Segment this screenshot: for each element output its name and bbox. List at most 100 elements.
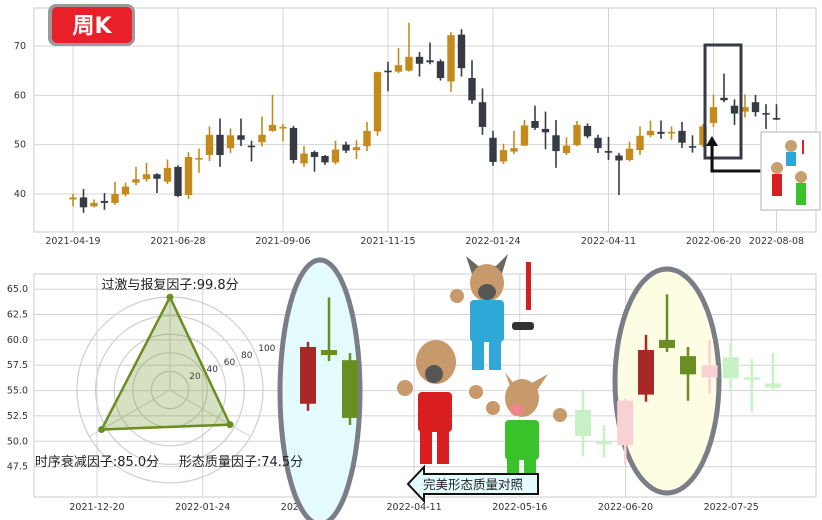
bottom-y-tick-label: 57.5 (7, 360, 28, 371)
faded-candle (764, 353, 781, 390)
dog-red (397, 340, 483, 464)
candle-body (384, 70, 392, 73)
candle-body (69, 197, 77, 200)
faded-candle-body (764, 383, 781, 388)
candle (184, 152, 193, 199)
candle-body (436, 61, 445, 79)
badge-label: 周K (72, 14, 112, 39)
candle (373, 71, 382, 136)
candle-body (111, 194, 119, 203)
candle (321, 155, 329, 165)
candle-body (678, 130, 686, 143)
candle-body (646, 130, 655, 136)
candle (237, 118, 245, 147)
bottom-x-tick-label: 2022-05-16 (492, 502, 547, 513)
candle (226, 128, 235, 154)
candle (478, 88, 487, 135)
candle (552, 120, 560, 168)
radar-ring-label: 60 (224, 358, 236, 368)
candle (562, 137, 571, 156)
candle-body (510, 148, 518, 152)
candle (583, 123, 592, 139)
candle-body (604, 151, 613, 153)
matched-candle-body (680, 356, 696, 375)
top-plot-area (33, 7, 817, 233)
faded-candle (617, 398, 634, 465)
candle (457, 29, 466, 77)
candle-body (90, 202, 98, 207)
candle-body (121, 186, 130, 195)
candle (730, 99, 739, 125)
radar-ring-label: 20 (189, 372, 201, 382)
matched-candle (680, 346, 696, 401)
matched-ellipse (612, 266, 722, 496)
candle-body (258, 134, 266, 143)
bottom-y-tick-label: 55.0 (7, 386, 28, 397)
candle-body (762, 113, 770, 115)
candle-body (310, 152, 319, 158)
candle-body (541, 128, 550, 133)
candle (363, 121, 371, 152)
top-x-tick-label: 2021-11-15 (360, 236, 415, 247)
candle-body (709, 107, 718, 123)
candle-body (352, 147, 361, 151)
candle-body (772, 118, 781, 120)
candle-body (394, 65, 403, 72)
candle-body (216, 134, 224, 156)
highlight-box (703, 43, 743, 160)
candle (289, 125, 298, 164)
candle-body (142, 174, 151, 180)
candle (573, 120, 581, 147)
candle-body (184, 157, 193, 195)
bottom-y-tick-label: 60.0 (7, 335, 28, 346)
candle (310, 150, 319, 172)
faded-candle (722, 342, 739, 390)
candle (405, 22, 413, 72)
radar-polygon (99, 294, 232, 431)
candle-body (237, 135, 245, 140)
faded-candle (743, 359, 760, 412)
candle-body (594, 137, 602, 149)
template-candle-body (300, 346, 316, 404)
candle (699, 123, 707, 148)
top-y-tick-label: 70 (14, 41, 26, 52)
candle-body (657, 131, 665, 134)
radar-axis-label: 时序衰减因子:85.0分 (35, 454, 159, 470)
pattern-comparison-chart: 47.5 50.0 52.5 55.0 57.5 60.0 62.5 65.0 2021-12-… (7, 254, 817, 520)
arrow-label-text: 完美形态质量对照 (423, 477, 523, 492)
candle-body (730, 105, 739, 114)
candle (121, 182, 130, 197)
candle (153, 173, 161, 194)
candle-body (531, 120, 539, 128)
candle-body (300, 153, 308, 164)
top-y-tick-label: 40 (14, 189, 26, 200)
candle (762, 104, 770, 129)
candle (132, 166, 140, 186)
candle (205, 126, 214, 161)
top-x-tick-label: 2022-06-20 (686, 236, 741, 247)
top-x-tick-label: 2022-08-08 (749, 236, 804, 247)
candle (615, 153, 623, 195)
candle-body (699, 126, 707, 146)
matched-candle (638, 334, 654, 402)
candle (636, 126, 644, 156)
candle-body (583, 125, 592, 137)
candle (510, 130, 518, 155)
candle (447, 32, 455, 92)
candle-body (720, 97, 728, 101)
candle-body (447, 35, 455, 82)
comparison-arrow-label: 完美形态质量对照 (406, 464, 539, 504)
candle (394, 47, 403, 74)
bottom-y-tick-label: 52.5 (7, 411, 28, 422)
pointer-arrow-line (710, 140, 762, 173)
candle-body (373, 72, 382, 132)
weekly-candlestick-chart: 40 50 60 70 2021-04-19 2021-06-28 2021-09-06 20… (14, 4, 821, 247)
dog-blue (450, 254, 534, 370)
candle (216, 118, 224, 167)
candle (79, 189, 88, 213)
template-candle (342, 353, 358, 426)
faded-candle (575, 390, 591, 457)
top-y-tick-label: 50 (14, 140, 26, 151)
